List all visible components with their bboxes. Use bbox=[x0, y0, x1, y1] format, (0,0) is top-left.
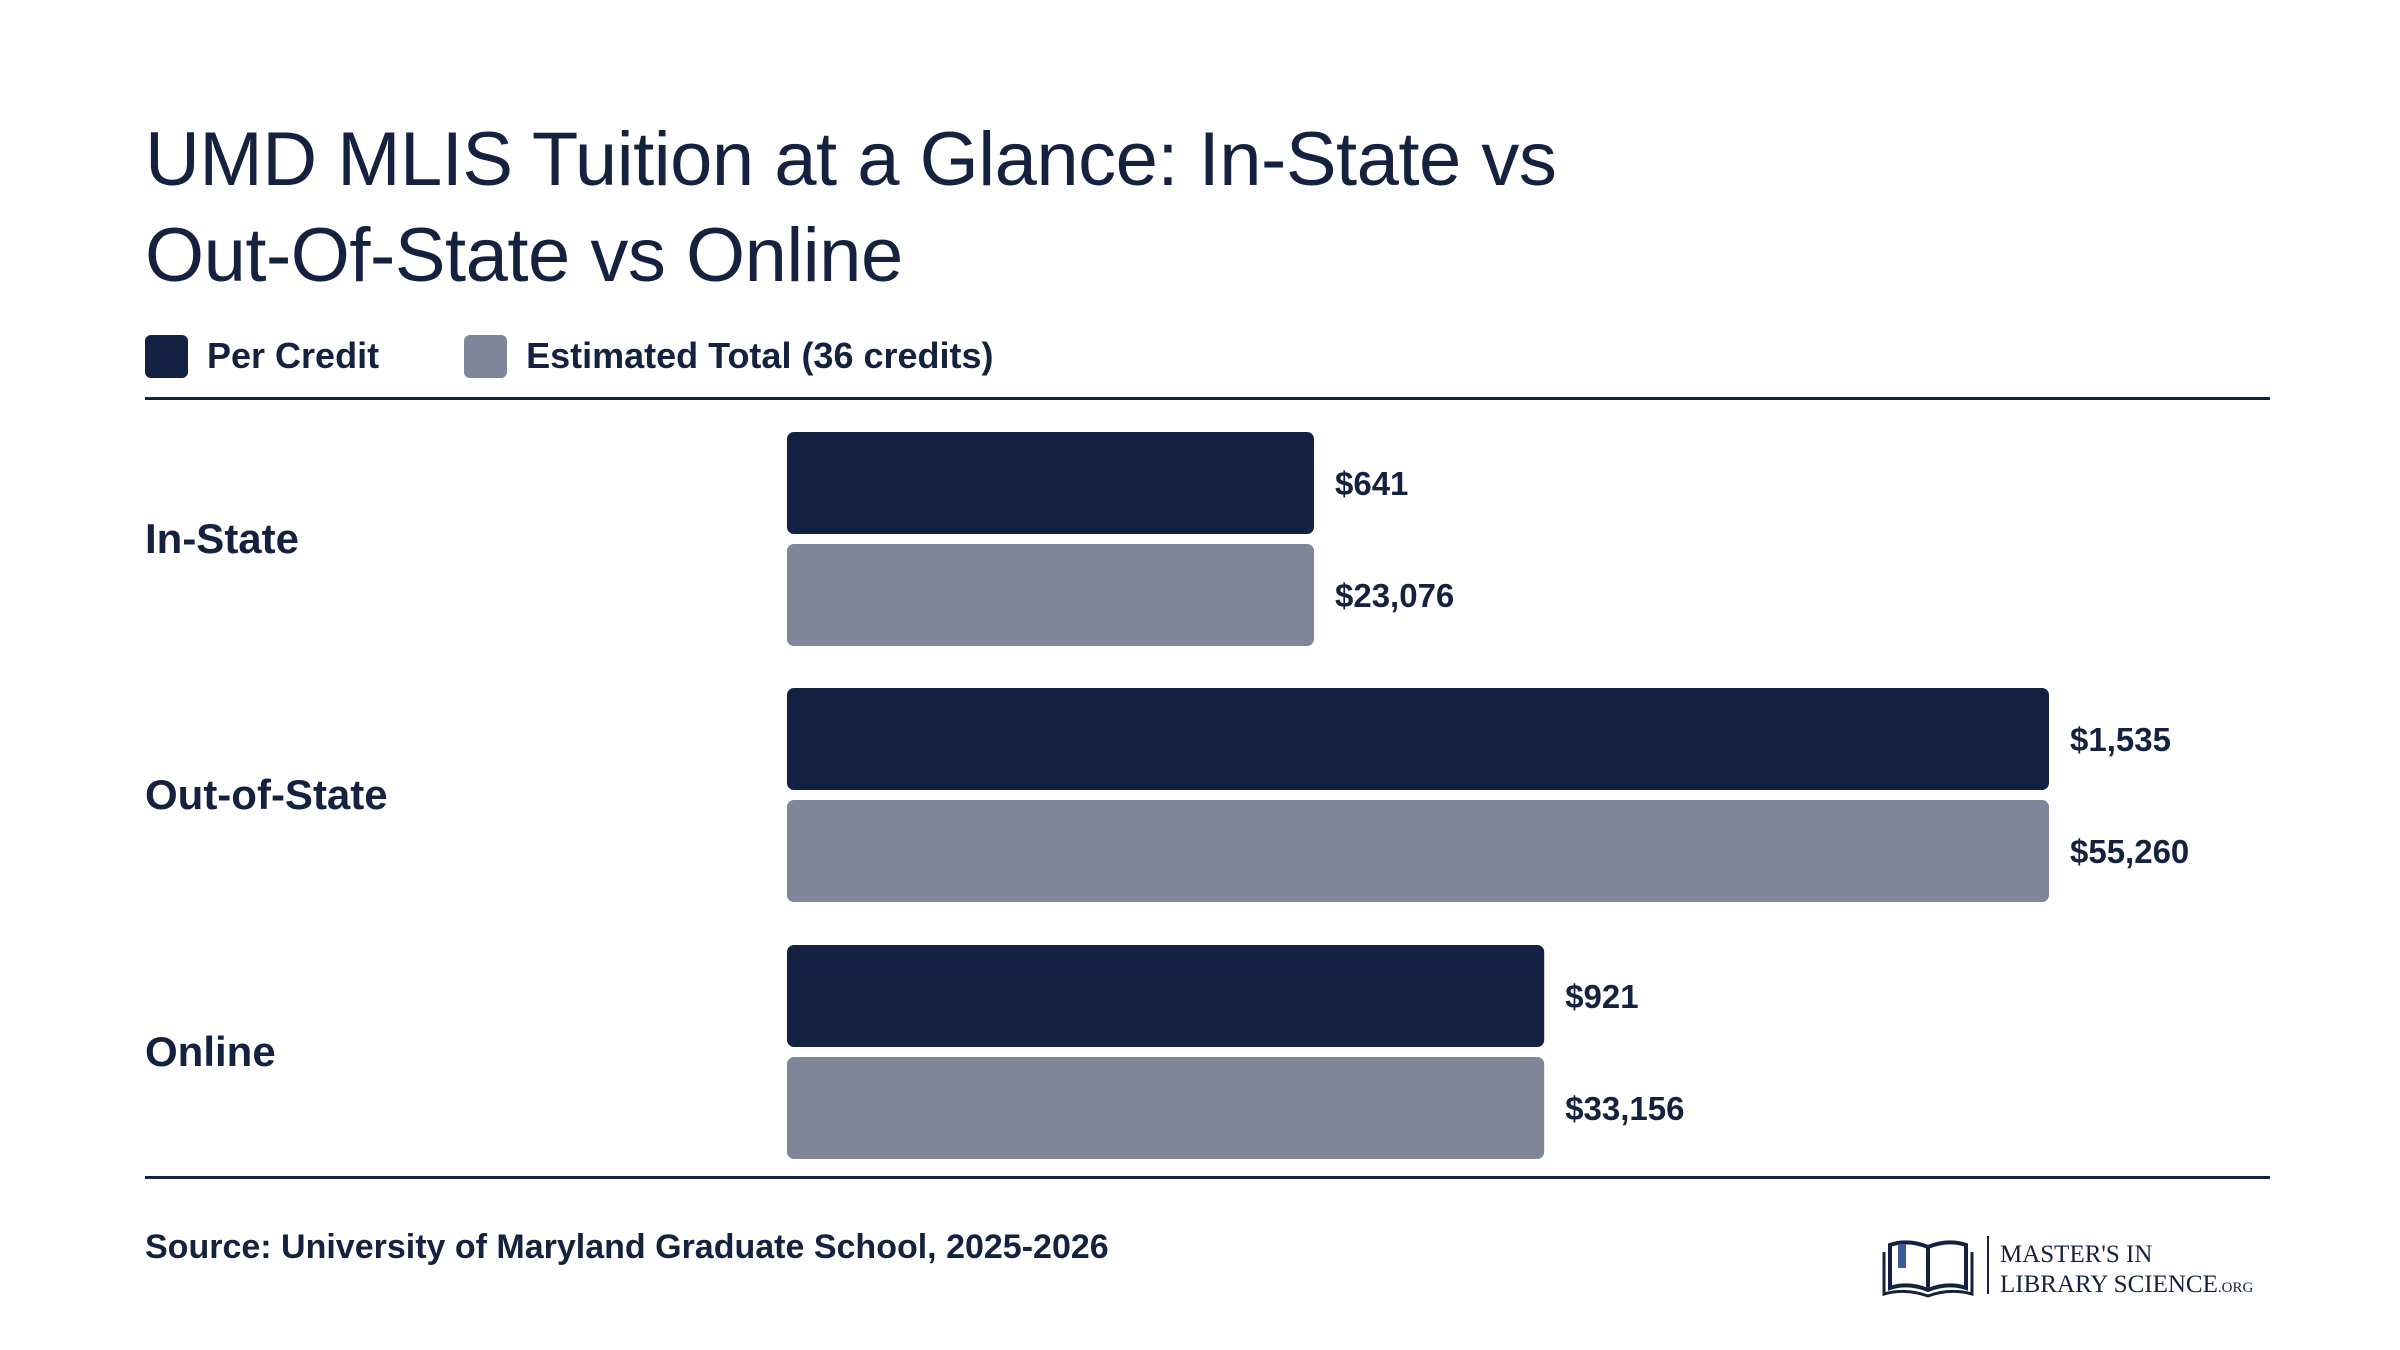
data-label-out-of-state-per-credit: $1,535 bbox=[2070, 721, 2171, 758]
data-label-online-per-credit: $921 bbox=[1565, 978, 1638, 1015]
legend-item-per-credit: Per Credit bbox=[145, 334, 380, 378]
bar-online-per-credit bbox=[787, 945, 1545, 1047]
bar-in-state-per-credit bbox=[787, 432, 1314, 534]
bottom-divider bbox=[145, 1176, 2270, 1179]
open-book-icon bbox=[1882, 1240, 1974, 1298]
category-label-in-state: In-State bbox=[145, 515, 299, 562]
logo-line2: LIBRARY SCIENCE bbox=[2000, 1271, 2218, 1298]
logo-suffix: .ORG bbox=[2218, 1280, 2254, 1296]
svg-text:LIBRARY SCIENCE.ORG: LIBRARY SCIENCE.ORG bbox=[2000, 1271, 2253, 1298]
bar-online-total bbox=[787, 1057, 1545, 1159]
legend-item-total: Estimated Total (36 credits) bbox=[464, 334, 994, 378]
legend-label-total: Estimated Total (36 credits) bbox=[526, 335, 994, 376]
data-label-in-state-per-credit: $641 bbox=[1335, 465, 1408, 502]
category-label-out-of-state: Out-of-State bbox=[145, 771, 388, 818]
data-label-online-total: $33,156 bbox=[1565, 1090, 1684, 1127]
data-label-out-of-state-total: $55,260 bbox=[2070, 833, 2189, 870]
logo-line1: MASTER'S IN bbox=[2000, 1241, 2152, 1268]
legend: Per Credit Estimated Total (36 credits) bbox=[145, 332, 1079, 380]
bar-in-state-total bbox=[787, 544, 1314, 646]
legend-swatch-per-credit bbox=[145, 334, 188, 378]
data-label-in-state-total: $23,076 bbox=[1335, 577, 1454, 614]
chart-title-line1: UMD MLIS Tuition at a Glance: In-State v… bbox=[145, 117, 1557, 202]
chart-title: UMD MLIS Tuition at a Glance: In-State v… bbox=[145, 112, 1845, 304]
chart-title-line2: Out-Of-State vs Online bbox=[145, 213, 903, 298]
bar-out-of-state-total bbox=[787, 800, 2049, 902]
legend-swatch-total bbox=[464, 334, 508, 378]
legend-label-per-credit: Per Credit bbox=[207, 335, 380, 376]
category-label-online: Online bbox=[145, 1028, 276, 1075]
top-divider bbox=[145, 397, 2270, 400]
site-logo: MASTER'S IN LIBRARY SCIENCE.ORG bbox=[1882, 1236, 2253, 1298]
bar-out-of-state-per-credit bbox=[787, 688, 2049, 790]
source-note: Source: University of Maryland Graduate … bbox=[145, 1228, 1109, 1266]
